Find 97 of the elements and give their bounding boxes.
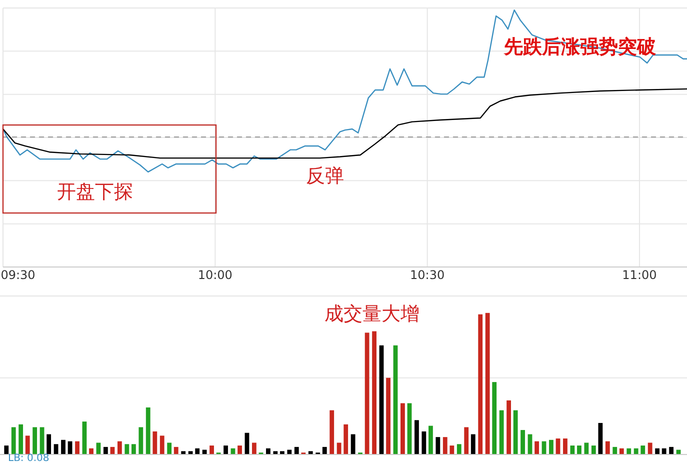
bar [612, 446, 618, 454]
bar [25, 436, 30, 454]
bar [414, 420, 419, 454]
bar [534, 441, 539, 454]
bar [648, 442, 652, 454]
bar [32, 427, 38, 454]
bar [188, 451, 193, 454]
bar [549, 440, 554, 454]
bar [400, 403, 405, 454]
bar [450, 446, 454, 454]
bar [238, 446, 242, 454]
bar [103, 446, 108, 454]
bar [584, 442, 589, 454]
bar [294, 446, 299, 454]
bar [464, 427, 469, 454]
bar [485, 312, 490, 454]
bar [591, 446, 596, 454]
bar [364, 332, 370, 454]
x-tick-label: 11:00 [622, 268, 657, 282]
bar [436, 437, 440, 454]
annotation: LB: 0.08 [8, 453, 50, 463]
bar [124, 444, 130, 454]
bar [492, 382, 497, 454]
bar [386, 378, 390, 454]
bar [407, 403, 412, 454]
annotation: 开盘下探 [57, 181, 133, 203]
bar [556, 438, 560, 454]
bar [40, 427, 44, 454]
bar [570, 446, 575, 454]
bar [428, 426, 433, 454]
bar [68, 441, 72, 454]
bar [499, 410, 504, 454]
bar [11, 427, 16, 454]
bar [167, 442, 172, 454]
bar [287, 450, 292, 454]
bar [244, 432, 250, 454]
bar [506, 400, 511, 454]
bar [117, 441, 122, 454]
bar [669, 446, 674, 454]
bar [528, 434, 532, 454]
bar [75, 441, 80, 454]
bar [513, 410, 518, 454]
bar [322, 446, 327, 454]
bar [54, 444, 58, 454]
bar [478, 314, 483, 454]
bar [456, 444, 462, 454]
bar [542, 441, 546, 454]
bar [330, 410, 334, 454]
bar [110, 446, 115, 454]
bar [266, 448, 270, 454]
bar [605, 441, 610, 454]
bar [160, 436, 164, 454]
bar [442, 437, 448, 454]
x-tick-label: 09:30 [0, 268, 36, 282]
bar [280, 451, 284, 454]
bar [96, 442, 101, 454]
bar [181, 451, 186, 454]
bar [138, 427, 144, 454]
bar [131, 444, 136, 454]
bar [422, 431, 426, 454]
bar [393, 345, 398, 454]
bar [308, 451, 313, 454]
bar [372, 331, 376, 454]
bar [4, 446, 9, 454]
x-tick-label: 10:30 [410, 268, 445, 282]
bar [626, 448, 632, 454]
bar [252, 442, 256, 454]
bar [82, 422, 87, 454]
bar [210, 446, 214, 454]
bar [520, 430, 525, 454]
bar [379, 345, 384, 454]
x-tick-label: 10:00 [198, 268, 232, 282]
bar [224, 446, 228, 454]
bar [202, 450, 207, 454]
bar [195, 448, 200, 454]
bar [350, 434, 356, 454]
bar [336, 442, 342, 454]
bar [152, 431, 158, 454]
bar [61, 440, 66, 454]
bar [146, 407, 150, 454]
bar [273, 451, 278, 454]
bar [470, 434, 476, 454]
bar [634, 448, 638, 454]
annotation: 成交量大增 [324, 303, 420, 325]
bar [563, 438, 568, 454]
bar [344, 424, 348, 454]
bar [89, 448, 94, 454]
bar [619, 448, 624, 454]
annotation: 反弹 [306, 165, 344, 187]
bar [46, 434, 52, 454]
bar [18, 424, 24, 454]
bar [640, 446, 646, 454]
bar [577, 446, 582, 454]
bar [598, 422, 603, 454]
bar [174, 446, 178, 454]
bar [655, 448, 660, 454]
bar [662, 448, 666, 454]
